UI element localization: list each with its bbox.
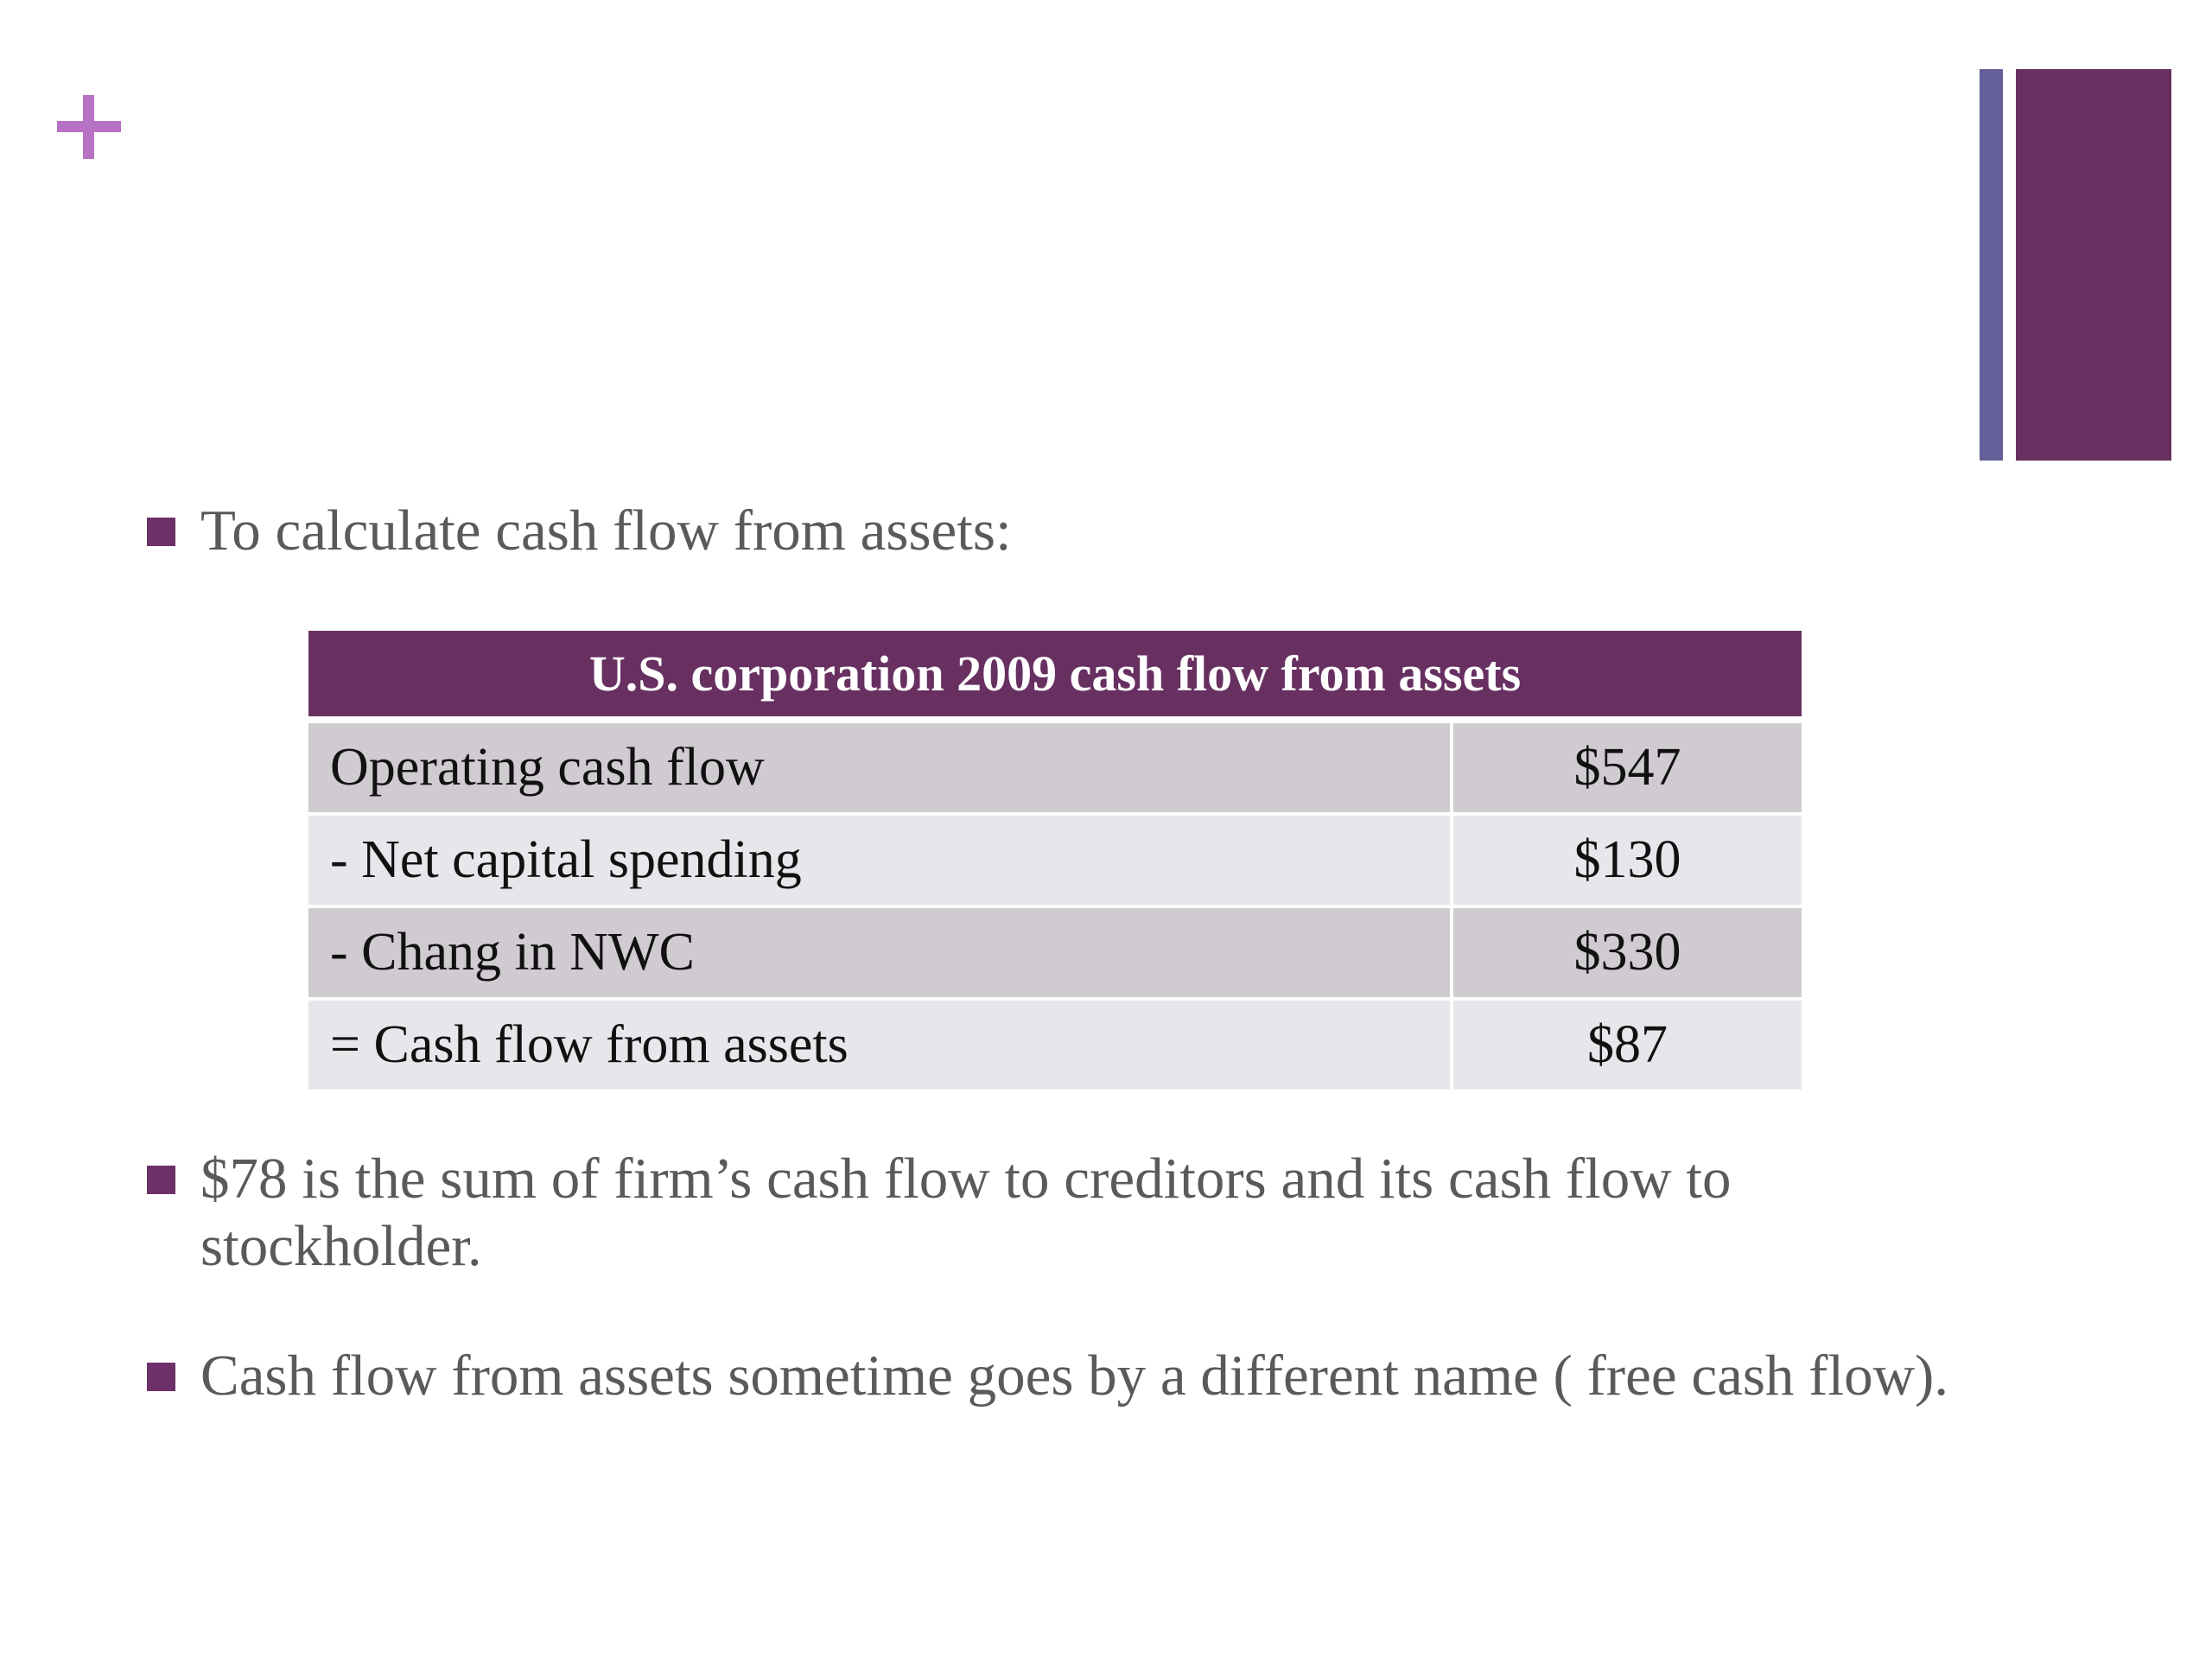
table-row: Operating cash flow $547 [308, 723, 1802, 816]
table-row: = Cash flow from assets $87 [308, 1001, 1802, 1093]
bullet-square-icon [147, 1166, 175, 1194]
plus-icon [57, 95, 121, 159]
bullet-item: $78 is the sum of firm’s cash flow to cr… [147, 1145, 1979, 1280]
bullet-item: To calculate cash flow from assets: [147, 497, 1979, 564]
row-label: Operating cash flow [308, 723, 1453, 816]
table-title: U.S. corporation 2009 cash flow from ass… [308, 631, 1802, 723]
cash-flow-table: U.S. corporation 2009 cash flow from ass… [308, 631, 1802, 1093]
row-label: = Cash flow from assets [308, 1001, 1453, 1093]
plus-icon-vertical [83, 95, 94, 159]
bullet-text: $78 is the sum of firm’s cash flow to cr… [200, 1147, 1732, 1278]
bullet-item: Cash flow from assets sometime goes by a… [147, 1342, 1979, 1409]
bullet-square-icon [147, 1363, 175, 1391]
bullet-square-icon [147, 518, 175, 546]
row-value: $130 [1453, 816, 1802, 908]
table-row: - Net capital spending $130 [308, 816, 1802, 908]
decorative-bar-thick [2016, 69, 2171, 461]
bullet-text: Cash flow from assets sometime goes by a… [200, 1344, 1949, 1408]
row-value: $547 [1453, 723, 1802, 816]
row-value: $87 [1453, 1001, 1802, 1093]
bullet-text: To calculate cash flow from assets: [200, 499, 1012, 563]
row-label: - Chang in NWC [308, 908, 1453, 1001]
decorative-bar-thin [1980, 69, 2003, 461]
row-value: $330 [1453, 908, 1802, 1001]
row-label: - Net capital spending [308, 816, 1453, 908]
table-row: - Chang in NWC $330 [308, 908, 1802, 1001]
